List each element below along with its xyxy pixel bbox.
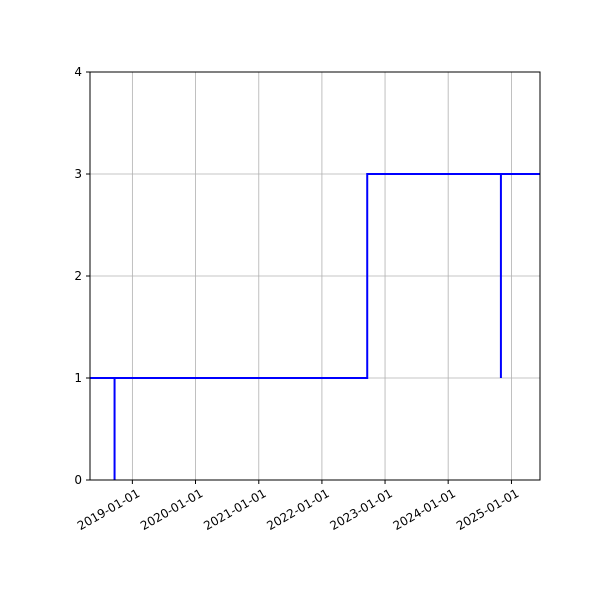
y-tick-label: 2 — [74, 269, 82, 283]
y-tick-label: 0 — [74, 473, 82, 487]
y-tick-label: 3 — [74, 167, 82, 181]
tick-marks — [86, 71, 512, 484]
series-layer — [90, 173, 540, 480]
series-line — [90, 173, 540, 480]
y-tick-label: 1 — [74, 371, 82, 385]
y-tick-labels: 0 1 2 3 4 — [74, 65, 82, 487]
y-tick-label: 4 — [74, 65, 82, 79]
